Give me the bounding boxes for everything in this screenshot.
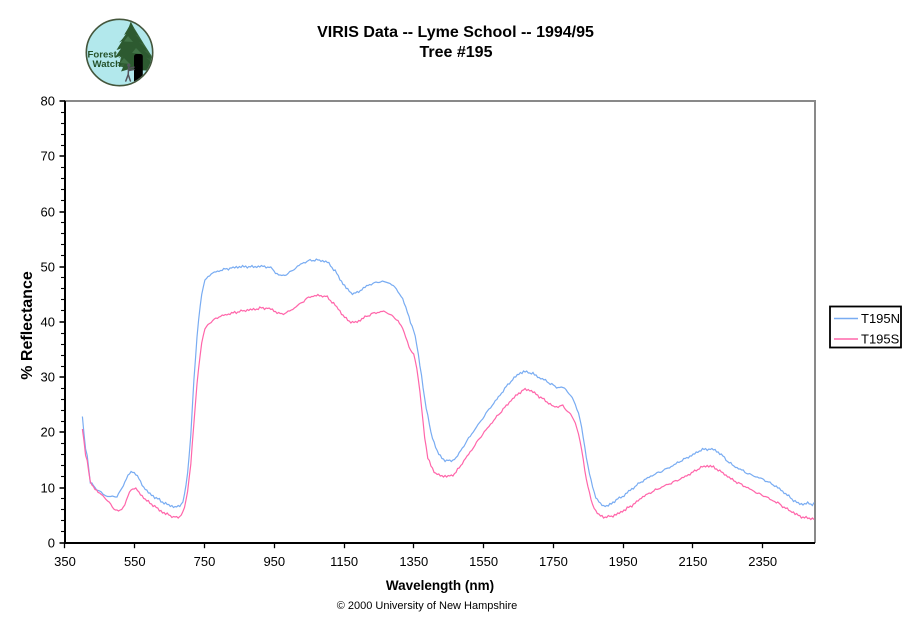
- svg-text:1750: 1750: [539, 554, 568, 569]
- svg-text:1350: 1350: [399, 554, 428, 569]
- svg-text:30: 30: [41, 370, 55, 385]
- svg-text:VIRIS Data -- Lyme School -- 1: VIRIS Data -- Lyme School -- 1994/95: [317, 24, 594, 41]
- svg-text:1950: 1950: [609, 554, 638, 569]
- svg-text:60: 60: [41, 205, 55, 220]
- svg-text:Tree #195: Tree #195: [420, 44, 493, 61]
- svg-text:© 2000 University of New Hamps: © 2000 University of New Hampshire: [337, 600, 518, 612]
- svg-text:Forest: Forest: [88, 50, 118, 61]
- svg-text:2350: 2350: [748, 554, 777, 569]
- svg-text:550: 550: [124, 554, 146, 569]
- svg-text:T195N: T195N: [861, 311, 900, 326]
- svg-text:40: 40: [41, 315, 55, 330]
- svg-text:70: 70: [41, 149, 55, 164]
- svg-text:1550: 1550: [469, 554, 498, 569]
- svg-text:350: 350: [54, 554, 76, 569]
- svg-text:10: 10: [41, 481, 55, 496]
- svg-text:2150: 2150: [678, 554, 707, 569]
- svg-text:50: 50: [41, 260, 55, 275]
- svg-text:20: 20: [41, 425, 55, 440]
- svg-text:80: 80: [41, 94, 55, 109]
- svg-text:T195S: T195S: [861, 332, 900, 347]
- svg-text:Watch: Watch: [93, 59, 122, 70]
- svg-text:Wavelength (nm): Wavelength (nm): [386, 578, 494, 593]
- svg-text:1150: 1150: [330, 554, 358, 569]
- svg-text:950: 950: [263, 554, 285, 569]
- svg-text:0: 0: [48, 536, 55, 551]
- svg-text:750: 750: [194, 554, 216, 569]
- svg-text:% Reflectance: % Reflectance: [19, 271, 36, 380]
